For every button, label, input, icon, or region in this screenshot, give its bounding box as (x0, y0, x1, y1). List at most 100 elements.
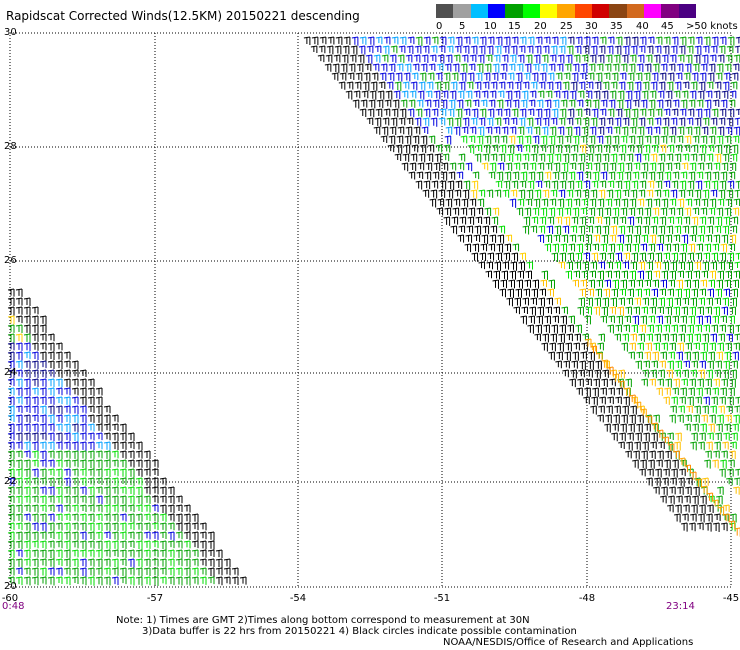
wind-barb (643, 432, 650, 442)
wind-barb (672, 243, 680, 253)
wind-barb (7, 504, 15, 514)
wind-barb (683, 288, 690, 298)
wind-barb (575, 324, 582, 334)
wind-barb (564, 351, 571, 361)
wind-barb (207, 549, 215, 558)
wind-barb (223, 576, 231, 585)
wind-barb (39, 423, 47, 433)
wind-barb (15, 468, 23, 478)
wind-barb (15, 450, 23, 459)
wind-barb (15, 297, 23, 306)
wind-barb (725, 126, 733, 135)
wind-barb (15, 432, 23, 442)
wind-barb (79, 504, 87, 513)
wind-barb (79, 369, 87, 378)
wind-barb (456, 171, 464, 180)
wind-barb (63, 378, 71, 388)
wind-barb (720, 315, 727, 324)
wind-barb (539, 144, 547, 153)
wind-barb (709, 54, 717, 63)
wind-barb (432, 99, 440, 108)
wind-barb (360, 99, 368, 108)
wind-barb (457, 90, 465, 100)
wind-barb (376, 99, 384, 109)
wind-barb (724, 351, 731, 361)
wind-barb (425, 90, 433, 99)
wind-barb (570, 369, 577, 379)
wind-barb (697, 378, 704, 388)
wind-barb (127, 468, 135, 478)
wind-barb (686, 189, 694, 198)
wind-barb (603, 72, 611, 81)
wind-barb (558, 189, 566, 199)
wind-barb (530, 81, 538, 90)
wind-barb (541, 198, 549, 207)
wind-barb (401, 162, 409, 172)
wind-barb (597, 126, 605, 135)
wind-barb (386, 81, 394, 90)
wind-barb (585, 90, 593, 99)
wind-barb (47, 450, 55, 459)
wind-barb (95, 387, 103, 396)
wind-barb (135, 540, 143, 550)
wind-barb (686, 333, 693, 343)
wind-barb (453, 54, 461, 63)
wind-barb (558, 117, 566, 126)
wind-barb (560, 315, 567, 325)
wind-barb (576, 99, 584, 108)
wind-barb (603, 144, 611, 153)
wind-barb (342, 45, 350, 55)
wind-barb (689, 471, 697, 481)
wind-barb (618, 225, 626, 235)
wind-barb (95, 558, 103, 568)
wind-barb (679, 324, 686, 333)
wind-barb (443, 216, 451, 226)
wind-barb (504, 243, 512, 253)
credit-line: NOAA/NESDIS/Office of Research and Appli… (443, 637, 694, 648)
wind-barb (723, 144, 731, 154)
wind-barb (23, 396, 31, 406)
wind-barb (471, 108, 479, 118)
wind-barb (87, 396, 95, 406)
wind-barb (487, 108, 495, 118)
wind-barb (87, 486, 95, 496)
wind-barb (567, 108, 575, 118)
wind-barb (707, 432, 714, 441)
wind-barb (63, 495, 71, 505)
wind-barb (618, 441, 625, 450)
wind-barb (620, 135, 628, 144)
wind-barb (23, 432, 31, 442)
lat-lon-grid (9, 32, 732, 588)
wind-barb (488, 171, 496, 180)
wind-barb (663, 468, 670, 477)
wind-barb (712, 387, 719, 396)
wind-barb (618, 380, 625, 389)
wind-barb (690, 441, 697, 451)
wind-barb (87, 387, 95, 396)
wind-barb (553, 162, 561, 172)
wind-barb (693, 270, 701, 279)
wind-barb (630, 189, 638, 199)
wind-barb (111, 459, 119, 468)
wind-barb (95, 423, 103, 432)
wind-barb (346, 81, 354, 90)
wind-barb (555, 144, 563, 154)
wind-barb (498, 81, 506, 90)
wind-barb (71, 531, 79, 541)
wind-barb (183, 558, 191, 568)
wind-barb (580, 351, 587, 360)
wind-barb (503, 108, 511, 117)
wind-barb (623, 396, 630, 406)
wind-barb (650, 297, 657, 307)
wind-barb (674, 441, 681, 451)
wind-barb (514, 297, 521, 307)
wind-barb (644, 63, 652, 73)
wind-barb (734, 45, 740, 54)
wind-barb (31, 333, 39, 342)
wind-barb (111, 540, 119, 550)
wind-barb (47, 567, 55, 576)
wind-barb (539, 72, 547, 82)
wind-barb (55, 522, 63, 531)
wind-barb (31, 324, 39, 334)
wind-barb (608, 171, 616, 181)
